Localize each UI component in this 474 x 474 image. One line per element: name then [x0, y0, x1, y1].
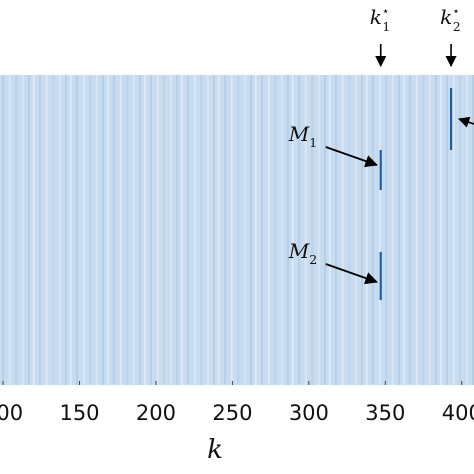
annotation-label-sub: 2 — [309, 252, 317, 267]
marker-label: k⋆ 2 — [440, 4, 461, 34]
marker-label-base: k — [440, 5, 452, 29]
marker-label-sub: 1 — [382, 19, 390, 34]
marker-label-sup: ⋆ — [452, 4, 460, 18]
annotation-arrow — [325, 146, 378, 168]
annotation-label: M1 — [288, 122, 317, 150]
marker-label-sub: 2 — [453, 19, 461, 34]
x-tick-label: 400 — [442, 401, 474, 425]
x-tick-label: 250 — [212, 401, 252, 425]
marker-label-base: k — [370, 5, 382, 29]
annotation-label-base: M — [288, 239, 310, 263]
x-tick-label: 100 — [0, 401, 23, 425]
annotation-label-base: M — [288, 122, 310, 146]
x-tick-label: 350 — [365, 401, 405, 425]
x-tick-label: 200 — [136, 401, 176, 425]
annotation-arrow — [325, 263, 378, 285]
x-tick-label: 300 — [289, 401, 329, 425]
plot-area — [0, 75, 474, 385]
x-axis-label: k — [207, 435, 223, 465]
marker-label-sup: ⋆ — [382, 4, 390, 18]
heatmap-texture — [0, 75, 474, 385]
marker-label: k⋆ 1 — [370, 4, 391, 34]
x-tick-label: 150 — [59, 401, 99, 425]
annotation-label-sub: 1 — [309, 135, 317, 150]
annotation-arrow — [458, 116, 474, 128]
annotation-label: M2 — [288, 239, 317, 267]
